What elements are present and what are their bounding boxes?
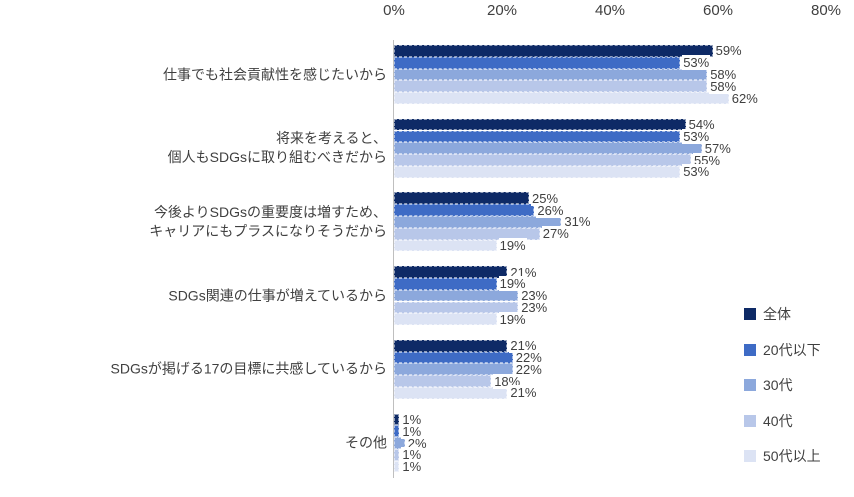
value-label: 19%	[498, 276, 527, 292]
legend-item-30代: 30代	[744, 376, 793, 394]
category-label: SDGsが掲げる17の目標に共感しているから	[5, 360, 388, 379]
legend-item-50代以上: 50代以上	[744, 447, 821, 465]
bar-全体-cat3	[394, 266, 508, 278]
bar-30代-cat1	[394, 142, 702, 155]
bar-50代以上-cat5	[394, 460, 400, 473]
value-label: 21%	[509, 338, 538, 354]
category-label-line: キャリアにもプラスになりそうだから	[149, 222, 387, 239]
value-label: 19%	[498, 238, 527, 253]
value-label: 26%	[536, 202, 565, 218]
bar-50代以上-cat1	[394, 165, 681, 178]
bar-40代-cat2	[394, 227, 540, 240]
bar-40代-cat5	[394, 448, 400, 461]
bar-30代-cat3	[394, 289, 519, 302]
bar-30代-cat4	[394, 363, 513, 376]
category-label: 仕事でも社会貢献性を感じたいから	[5, 65, 387, 84]
legend-swatch-icon	[744, 450, 756, 463]
y-axis-line	[393, 40, 394, 478]
category-label: SDGs関連の仕事が増えているから	[5, 286, 387, 305]
legend-label: 全体	[763, 306, 791, 322]
bar-40代-cat0	[394, 80, 708, 93]
value-label: 22%	[514, 361, 543, 377]
category-label: 将来を考えると、個人もSDGsに取り組むべきだから	[5, 129, 387, 167]
bar-20代以下-cat4	[394, 351, 513, 364]
x-axis-tick: 20%	[486, 2, 518, 19]
value-label: 23%	[520, 288, 549, 304]
x-axis-tick: 0%	[383, 2, 405, 19]
bar-50代以上-cat2	[394, 239, 497, 252]
bar-全体-cat0	[394, 45, 713, 57]
bar-30代-cat2	[394, 216, 562, 228]
x-axis-tick: 60%	[702, 2, 734, 19]
category-label-line: SDGsが掲げる17の目標に共感しているから	[110, 360, 388, 377]
value-label: 25%	[531, 190, 560, 206]
bar-50代以上-cat3	[394, 313, 497, 326]
value-label: 27%	[541, 226, 570, 242]
bar-30代-cat5	[394, 437, 405, 449]
bar-20代以下-cat3	[394, 277, 497, 290]
x-axis-tick: 40%	[594, 2, 626, 19]
value-label: 54%	[687, 117, 716, 133]
bar-20代以下-cat2	[394, 204, 535, 216]
value-label: 2%	[406, 435, 428, 451]
value-label: 1%	[401, 423, 423, 439]
value-label: 21%	[509, 264, 538, 280]
value-label: 53%	[682, 55, 711, 71]
value-label: 19%	[498, 311, 527, 327]
value-label: 21%	[509, 385, 538, 401]
bar-30代-cat0	[394, 68, 708, 81]
category-label: その他	[5, 434, 387, 453]
value-label: 1%	[401, 447, 423, 463]
legend-swatch-icon	[744, 308, 756, 320]
value-label: 59%	[714, 43, 743, 59]
legend-label: 40代	[763, 412, 793, 429]
legend-item-全体: 全体	[744, 305, 791, 323]
bar-全体-cat5	[394, 413, 400, 426]
value-label: 58%	[709, 67, 738, 82]
category-label-line: 仕事でも社会貢献性を感じたいから	[163, 66, 387, 82]
legend-swatch-icon	[744, 379, 756, 392]
value-label: 53%	[682, 164, 711, 180]
legend-swatch-icon	[744, 414, 756, 427]
bar-20代以下-cat0	[394, 56, 681, 69]
value-label: 55%	[693, 152, 722, 168]
value-label: 58%	[709, 78, 738, 94]
bar-全体-cat2	[394, 192, 529, 205]
legend-swatch-icon	[744, 343, 756, 356]
value-label: 57%	[703, 140, 732, 156]
legend-label: 30代	[763, 377, 793, 394]
category-label-line: 今後よりSDGsの重要度は増すため、	[153, 203, 387, 220]
value-label: 1%	[401, 411, 423, 427]
value-label: 62%	[730, 90, 759, 106]
bar-20代以下-cat5	[394, 425, 400, 438]
value-label: 23%	[520, 299, 549, 315]
legend-label: 20代以下	[763, 341, 821, 358]
bar-40代-cat1	[394, 154, 691, 166]
legend-item-40代: 40代	[744, 412, 793, 430]
category-label: 今後よりSDGsの重要度は増すため、 キャリアにもプラスになりそうだから	[5, 203, 387, 241]
bar-50代以上-cat4	[394, 387, 508, 399]
value-label: 22%	[514, 350, 543, 365]
bar-全体-cat1	[394, 118, 686, 131]
legend-item-20代以下: 20代以下	[744, 341, 821, 359]
bar-40代-cat4	[394, 375, 492, 387]
value-label: 31%	[563, 214, 592, 230]
category-label-line: 個人もSDGsに取り組むべきだから	[167, 149, 387, 166]
bar-40代-cat3	[394, 301, 519, 314]
value-label: 53%	[682, 128, 711, 144]
bar-20代以下-cat1	[394, 130, 681, 143]
bar-全体-cat4	[394, 339, 508, 352]
legend-label: 50代以上	[763, 448, 821, 465]
x-axis-tick: 80%	[810, 2, 842, 19]
bar-50代以上-cat0	[394, 92, 729, 104]
category-label-line: その他	[345, 434, 387, 451]
value-label: 18%	[493, 373, 522, 389]
category-label-line: SDGs関連の仕事が増えているから	[168, 287, 387, 304]
value-label: 1%	[401, 459, 423, 475]
category-label-line: 将来を考えると、	[275, 130, 387, 147]
